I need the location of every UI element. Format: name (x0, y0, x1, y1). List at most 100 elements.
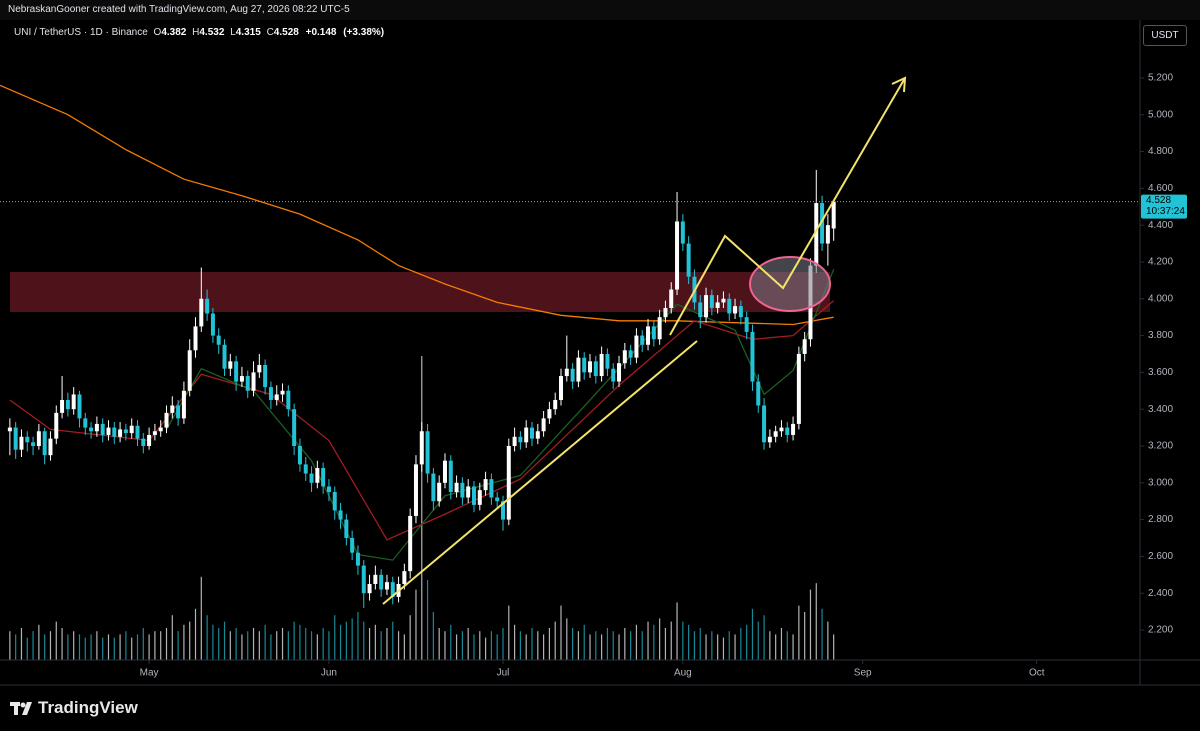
candle-body (744, 317, 749, 332)
volume-bar (229, 631, 231, 660)
volume-bar (525, 634, 527, 660)
candle-body (7, 427, 12, 432)
volume-bar (32, 631, 34, 660)
volume-bar (566, 618, 568, 660)
candle-body (31, 442, 36, 446)
volume-bar (833, 634, 835, 660)
volume-bar (647, 621, 649, 660)
candle-body (170, 405, 175, 413)
volume-bar (601, 634, 603, 660)
volume-bar (705, 634, 707, 660)
ohlc-key: L (230, 27, 236, 38)
volume-bar (357, 612, 359, 660)
y-tick-label: 4.800 (1148, 146, 1173, 157)
volume-bar (119, 634, 121, 660)
volume-bar (328, 631, 330, 660)
candle-body (54, 412, 59, 439)
volume-bar (177, 631, 179, 660)
candle-body (454, 482, 459, 492)
volume-bar (49, 631, 52, 660)
candle-body (669, 289, 674, 308)
volume-bar (235, 628, 237, 660)
candle-body (413, 464, 418, 516)
candle-body (698, 302, 703, 318)
volume-bar (763, 615, 765, 660)
volume-bar (241, 634, 243, 660)
chart-background (0, 20, 1200, 685)
volume-bar (664, 628, 667, 660)
volume-bar (722, 637, 725, 660)
volume-bar (473, 634, 475, 660)
candle-body (384, 582, 389, 590)
y-tick-label: 3.600 (1148, 367, 1173, 378)
volume-bar (102, 637, 104, 660)
candle-body (25, 436, 30, 443)
volume-bar (218, 628, 220, 660)
ohlc-key: C (266, 27, 274, 38)
ohlc-value: 4.315 (235, 27, 261, 38)
volume-bar (682, 621, 684, 660)
candle-body (605, 353, 610, 369)
candle-body (338, 510, 343, 520)
volume-bar (612, 631, 614, 660)
volume-bar (386, 628, 388, 660)
volume-bar (73, 631, 75, 660)
candle-body (268, 387, 273, 400)
volume-bar (276, 631, 278, 660)
candle-body (361, 565, 366, 594)
candle-body (245, 376, 250, 391)
y-tick-label: 3.200 (1148, 441, 1173, 452)
volume-bar (421, 356, 423, 660)
volume-bar (595, 631, 597, 660)
candle-body (796, 353, 801, 424)
volume-bar (363, 621, 365, 660)
volume-bar (693, 631, 696, 660)
x-tick-label: Aug (674, 668, 692, 679)
candle-body (611, 368, 616, 382)
volume-bar (450, 624, 452, 660)
candle-layer (7, 169, 836, 608)
candle-body (588, 361, 593, 373)
candle-body (489, 479, 494, 498)
candle-body (379, 574, 384, 590)
candle-body (756, 381, 761, 406)
candle-body (321, 468, 326, 487)
logo-icon (10, 702, 32, 715)
volume-bar (380, 631, 382, 660)
y-tick-label: 3.800 (1148, 330, 1173, 341)
candle-body (547, 409, 552, 419)
moving-average (9, 300, 835, 541)
candle-body (802, 339, 807, 354)
candle-body (344, 519, 349, 538)
volume-bar (171, 615, 173, 660)
volume-bar (809, 589, 812, 660)
volume-bar (403, 634, 405, 660)
candle-body (791, 423, 796, 435)
volume-bar (142, 628, 144, 660)
candle-body (152, 431, 157, 435)
volume-bar (293, 621, 295, 660)
y-tick-label: 3.000 (1148, 477, 1173, 488)
candle-body (657, 317, 662, 340)
candle-body (634, 335, 639, 358)
candle-body (419, 431, 424, 465)
candle-body (495, 497, 500, 502)
candle-body (222, 344, 227, 369)
candle-body (680, 221, 685, 244)
volume-bar (270, 634, 272, 660)
volume-bar (502, 628, 504, 660)
volume-bar (223, 621, 226, 660)
candle-body (19, 436, 24, 450)
candle-body (326, 486, 331, 492)
candle-body (77, 394, 82, 419)
candle-body (367, 583, 372, 594)
currency-button[interactable]: USDT (1143, 25, 1187, 46)
volume-bar (183, 624, 185, 660)
volume-bar (26, 637, 28, 660)
candle-body (36, 431, 41, 446)
candle-body (709, 295, 714, 308)
change: +0.148 (305, 27, 337, 38)
volume-bar (194, 608, 197, 660)
axis-layer: 2.200 2.400 2.600 2.800 3.000 3.200 3.400 3.600… (0, 73, 1187, 679)
